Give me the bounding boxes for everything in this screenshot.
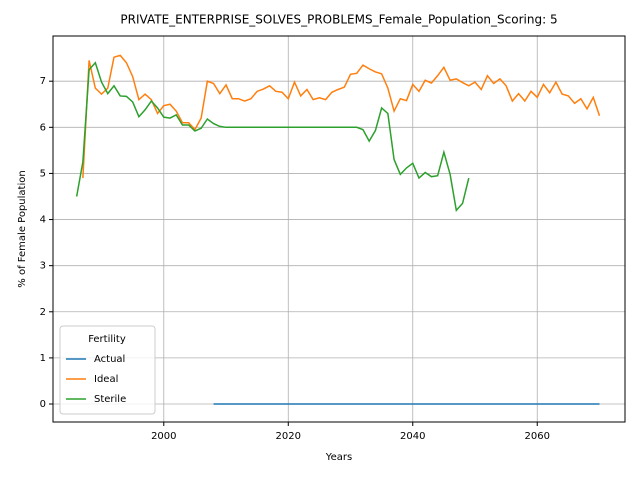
x-tick-label: 2040 — [400, 431, 425, 442]
y-tick-label: 7 — [40, 76, 46, 87]
y-tick-label: 5 — [40, 168, 46, 179]
y-tick-label: 1 — [40, 353, 46, 364]
x-tick-label: 2060 — [525, 431, 550, 442]
plot-frame — [52, 35, 626, 423]
legend-box — [59, 325, 156, 415]
y-axis-label: % of Female Population — [17, 170, 28, 287]
y-tick-label: 6 — [40, 122, 46, 133]
y-tick-label: 2 — [40, 307, 46, 318]
legend-label: Ideal — [94, 374, 118, 385]
legend-title: Fertility — [88, 334, 126, 345]
legend-label: Actual — [94, 354, 125, 365]
data-line — [82, 54, 601, 179]
x-tick-label: 2000 — [151, 431, 176, 442]
y-tick-label: 0 — [40, 399, 46, 410]
x-axis-label: Years — [325, 452, 352, 463]
y-tick-label: 3 — [40, 261, 46, 272]
chart-title: PRIVATE_ENTERPRISE_SOLVES_PROBLEMS_Femal… — [120, 13, 557, 27]
data-line — [75, 61, 470, 212]
x-tick-label: 2020 — [276, 431, 301, 442]
y-tick-label: 4 — [40, 215, 46, 226]
legend-label: Sterile — [94, 394, 126, 405]
